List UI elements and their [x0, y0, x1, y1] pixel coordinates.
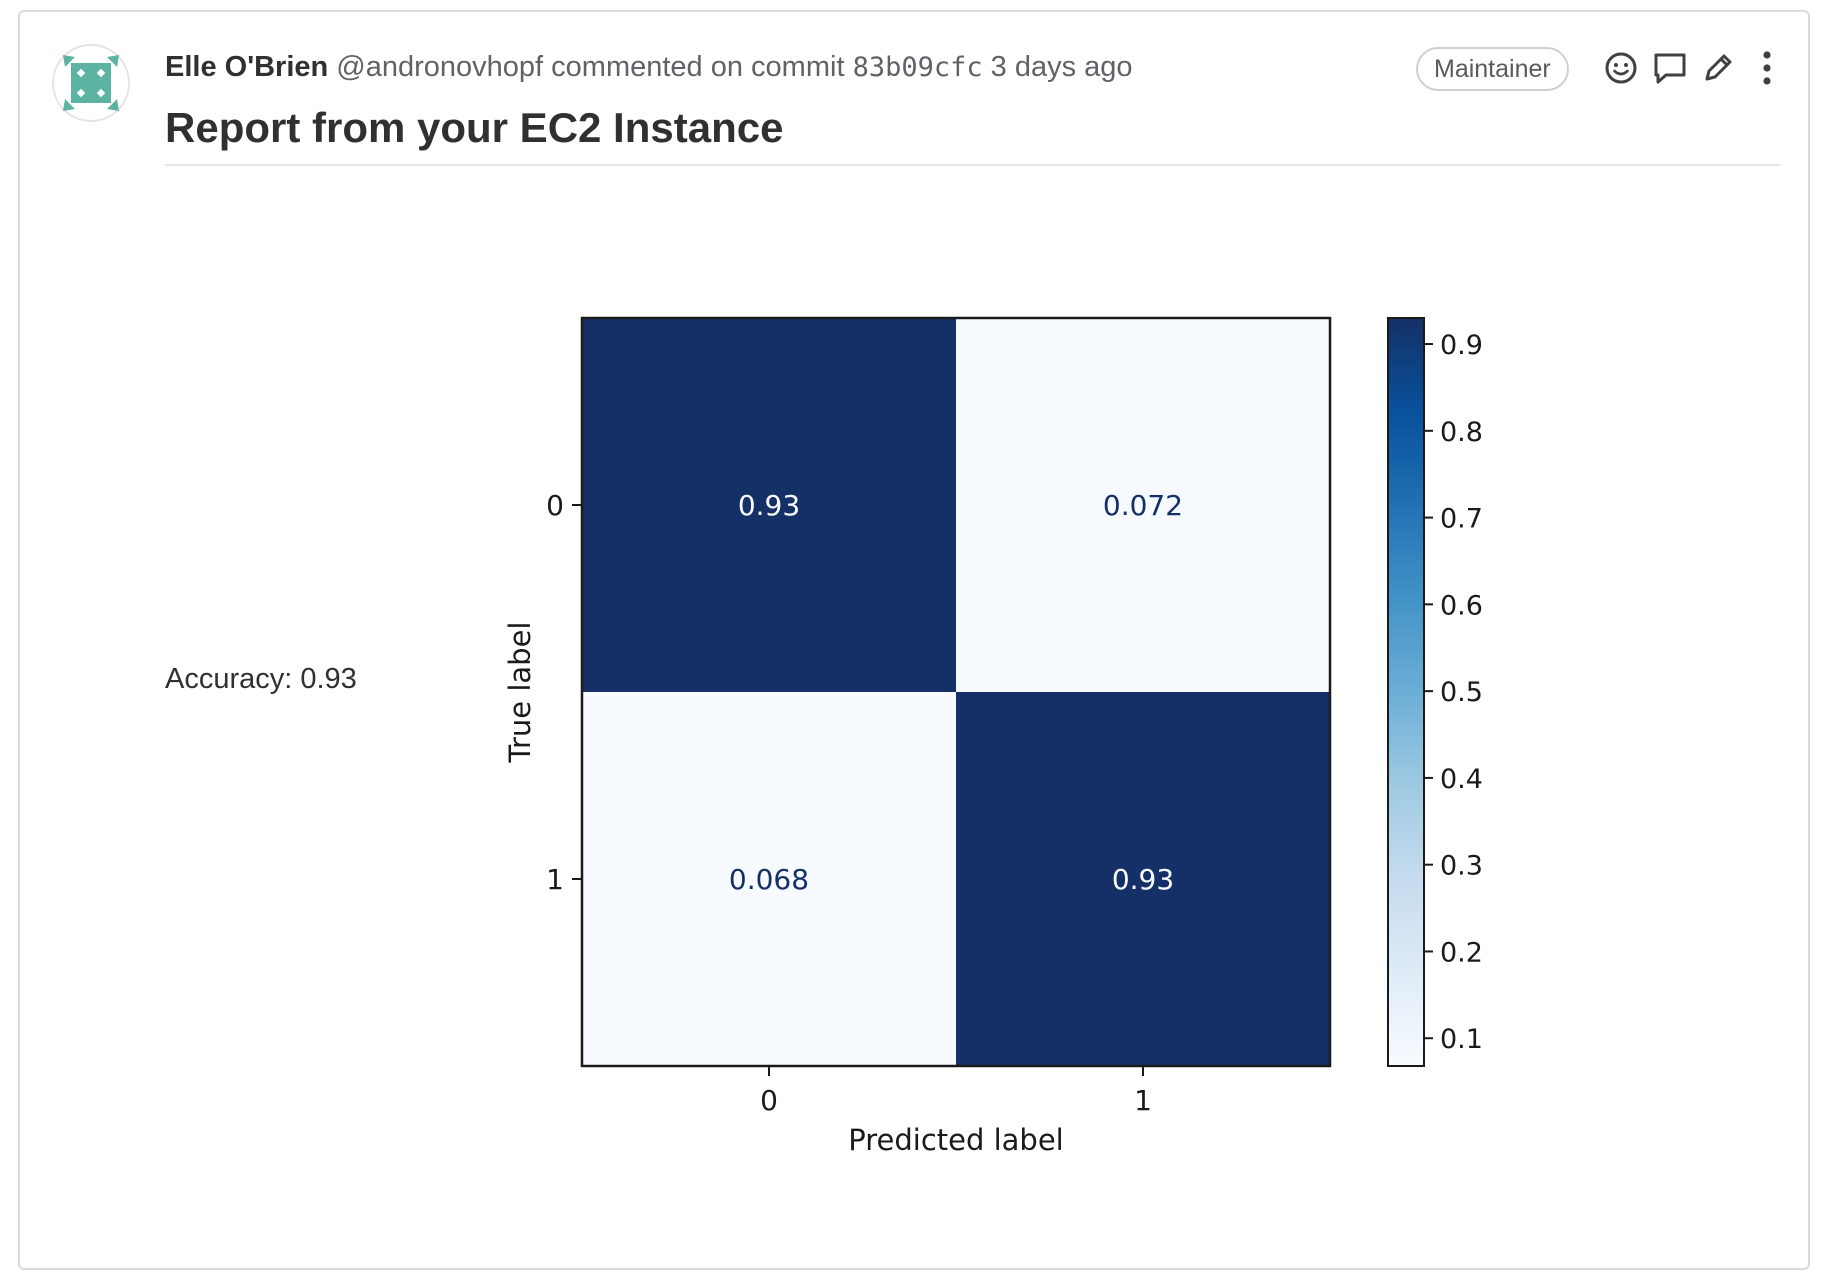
y-tick-label-0: 0: [546, 489, 564, 522]
colorbar-tick-label-0: 0.1: [1440, 1024, 1483, 1055]
commit-sha-link[interactable]: 83b09cfc: [852, 52, 983, 83]
y-tick-label-1: 1: [546, 863, 564, 896]
identicon-avatar-icon: [63, 55, 119, 111]
colorbar-tick-label-6: 0.7: [1440, 504, 1483, 535]
matrix-cell-0-1: [956, 318, 1330, 692]
matrix-frame: [580, 316, 1332, 1068]
colorbar-tick-label-7: 0.8: [1440, 417, 1483, 448]
x-tick-label-0: 0: [760, 1084, 778, 1117]
kebab-menu-icon: [1763, 51, 1771, 85]
role-badge: Maintainer: [1416, 47, 1569, 91]
author-handle[interactable]: @andronovhopf: [336, 51, 544, 83]
y-axis-label: True label: [503, 622, 537, 764]
cell-label-1-0: 0.068: [729, 863, 809, 896]
cell-label-1-1: 0.93: [1112, 863, 1174, 896]
confusion-matrix-chart: 0.93 0.072 0.068 0.93 0 1 0 1 Predicted label Tru…: [503, 316, 1483, 1157]
comment-bubble-icon: [1654, 53, 1686, 84]
colorbar-tick-label-8: 0.9: [1440, 330, 1483, 361]
cell-label-0-1: 0.072: [1103, 489, 1183, 522]
add-reaction-button[interactable]: [1601, 48, 1641, 88]
accuracy-text: Accuracy: 0.93: [165, 663, 357, 695]
edit-comment-button[interactable]: [1698, 48, 1738, 88]
action-text: commented on commit: [551, 51, 845, 83]
matrix-cell-1-1: [956, 692, 1330, 1066]
matrix-cell-1-0: [582, 692, 956, 1066]
colorbar-tick-label-4: 0.5: [1440, 677, 1483, 708]
colorbar-tick-label-5: 0.6: [1440, 590, 1483, 621]
colorbar-tick-label-2: 0.3: [1440, 851, 1483, 882]
matrix-cell-0-0: [582, 318, 956, 692]
smiley-icon: [1605, 52, 1637, 84]
title-divider: [165, 164, 1780, 166]
x-axis-label: Predicted label: [848, 1123, 1064, 1157]
reply-button[interactable]: [1650, 48, 1690, 88]
comment-timestamp[interactable]: 3 days ago: [990, 51, 1133, 83]
colorbar-tick-label-3: 0.4: [1440, 764, 1483, 795]
author-avatar[interactable]: [52, 44, 130, 122]
pencil-icon: [1705, 54, 1732, 81]
colorbar: [1387, 317, 1425, 1067]
x-tick-label-1: 1: [1134, 1084, 1152, 1117]
more-actions-button[interactable]: [1747, 48, 1787, 88]
colorbar-tick-label-1: 0.2: [1440, 937, 1483, 968]
comment-title: Report from your EC2 Instance: [165, 104, 784, 151]
cell-label-0-0: 0.93: [738, 489, 800, 522]
author-name[interactable]: Elle O'Brien: [165, 51, 329, 83]
comment-header: Elle O'Brien @andronovhopf commented on …: [165, 46, 1133, 89]
